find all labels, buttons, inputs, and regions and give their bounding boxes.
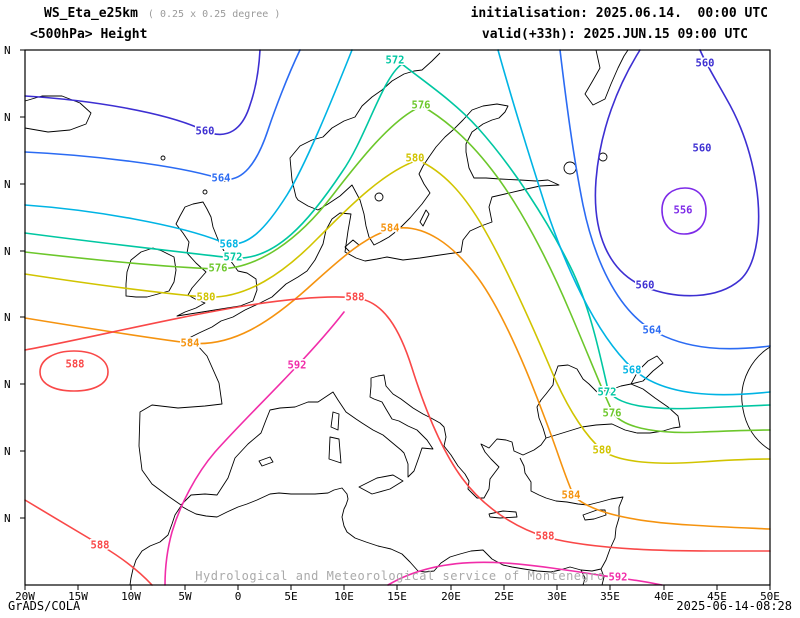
contour-564-west <box>24 49 301 181</box>
y-axis-label: N <box>4 245 11 258</box>
contour-label-568: 568 <box>220 239 239 251</box>
lake-vanern <box>374 192 384 202</box>
contour-588-closed-atlantic <box>39 350 109 392</box>
model-name: WS_Eta_e25km <box>44 6 138 21</box>
x-axis-label: 40E <box>654 590 674 603</box>
contour-592-iberia <box>164 311 345 586</box>
coastline-anatolia-north-africa <box>129 457 624 586</box>
contour-560-low-ring <box>594 49 760 297</box>
y-axis-label: N <box>4 311 11 324</box>
contour-label-584: 584 <box>181 338 200 350</box>
coastline-orkney <box>202 189 208 195</box>
x-axis-label: 30E <box>547 590 567 603</box>
contour-label-580: 580 <box>406 153 425 165</box>
contour-label-580: 580 <box>197 292 216 304</box>
y-axis-label: N <box>4 512 11 525</box>
contour-576 <box>24 105 771 434</box>
coastlines <box>24 49 771 586</box>
x-axis-label: 5W <box>178 590 192 603</box>
contour-label-568: 568 <box>623 365 642 377</box>
lake-onega <box>598 152 608 162</box>
contour-568-east <box>497 49 771 396</box>
contour-560-west <box>24 49 261 136</box>
contour-572 <box>24 63 771 410</box>
contour-label-572: 572 <box>224 252 243 264</box>
grads-credit: GrADS/COLA <box>8 599 81 613</box>
contour-label-564: 564 <box>643 325 662 337</box>
contour-label-588: 588 <box>91 540 110 552</box>
x-axis-label: 10W <box>121 590 141 603</box>
x-axis-label: 20E <box>441 590 461 603</box>
x-axis-label: 15E <box>387 590 407 603</box>
contour-588-southwest <box>24 499 153 586</box>
contour-label-580: 580 <box>593 445 612 457</box>
contour-556-low-center <box>661 187 707 235</box>
initialisation-time: initialisation: 2025.06.14. 00:00 UTC <box>470 6 768 21</box>
contour-label-588: 588 <box>66 359 85 371</box>
coastline-islands <box>258 209 607 521</box>
contour-label-588: 588 <box>346 292 365 304</box>
contour-564-east <box>559 49 771 350</box>
contour-label-588: 588 <box>536 531 555 543</box>
x-axis-label: 25E <box>494 590 514 603</box>
coastline-faroe <box>160 155 166 161</box>
valid-time: valid(+33h): 2025.JUN.15 09:00 UTC <box>481 27 748 42</box>
y-axis-label: N <box>4 445 11 458</box>
contour-label-560: 560 <box>696 58 715 70</box>
coastline-ireland <box>125 247 177 298</box>
lake-ladoga <box>563 161 577 175</box>
height-contours <box>24 49 771 586</box>
contour-label-560: 560 <box>196 126 215 138</box>
contour-label-556: 556 <box>674 205 693 217</box>
contour-label-564: 564 <box>212 173 231 185</box>
x-axis-label: 50E <box>760 590 780 603</box>
contour-label-592: 592 <box>609 572 628 584</box>
contour-588-main <box>24 296 771 552</box>
field-title: <500hPa> Height <box>30 27 148 42</box>
labels-and-ticks: 5605645685725765805845885725765805845885… <box>4 44 780 603</box>
contour-label-584: 584 <box>381 223 400 235</box>
x-axis-label: 20W <box>15 590 35 603</box>
x-axis-label: 10E <box>334 590 354 603</box>
model-title: WS_Eta_e25km ( 0.25 x 0.25 degree ) <box>44 6 280 21</box>
coastline-caspian-sea <box>741 346 771 451</box>
coastline-mediterranean-north <box>180 374 547 506</box>
coastline-iceland <box>24 95 92 133</box>
contour-label-560: 560 <box>636 280 655 292</box>
model-resolution: ( 0.25 x 0.25 degree ) <box>147 9 281 20</box>
contour-580 <box>24 159 771 465</box>
contour-592-southeast <box>387 561 663 586</box>
x-axis-label: 5E <box>284 590 297 603</box>
y-axis-label: N <box>4 378 11 391</box>
coastline-azov-sea <box>630 355 664 385</box>
contour-label-572: 572 <box>598 387 617 399</box>
x-axis-label: 35E <box>600 590 620 603</box>
contour-label-576: 576 <box>412 100 431 112</box>
contour-label-592: 592 <box>288 360 307 372</box>
contour-label-584: 584 <box>562 490 581 502</box>
x-axis-label: 45E <box>707 590 727 603</box>
coastline-white-sea <box>584 49 629 106</box>
contour-568-west <box>24 49 353 245</box>
watermark: Hydrological and Meteorological service … <box>195 569 605 583</box>
contour-label-560: 560 <box>693 143 712 155</box>
contour-label-576: 576 <box>209 263 228 275</box>
coastline-great-britain <box>175 201 258 317</box>
contour-584 <box>24 227 771 530</box>
contour-label-576: 576 <box>603 408 622 420</box>
y-axis-label: N <box>4 178 11 191</box>
creation-timestamp: 2025-06-14-08:28 <box>676 599 792 613</box>
x-axis-label: 0 <box>235 590 242 603</box>
contour-label-572: 572 <box>386 55 405 67</box>
y-axis-label: N <box>4 44 11 57</box>
map-frame <box>24 49 771 586</box>
coastline-west-north-europe <box>138 52 560 506</box>
y-axis-label: N <box>4 111 11 124</box>
x-axis-label: 15W <box>68 590 88 603</box>
